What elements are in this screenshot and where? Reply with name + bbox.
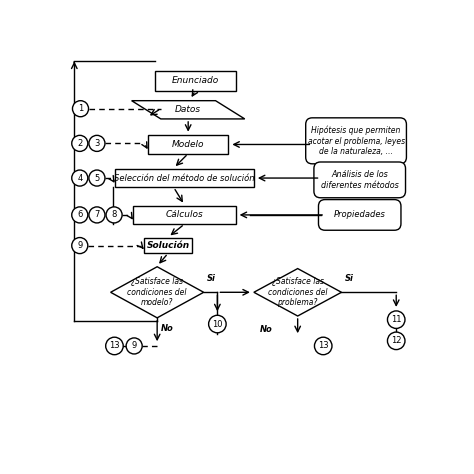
Bar xyxy=(145,238,192,253)
Text: Modelo: Modelo xyxy=(172,140,204,149)
Text: Cálculos: Cálculos xyxy=(165,210,203,219)
FancyBboxPatch shape xyxy=(319,200,401,230)
Text: Solución: Solución xyxy=(146,241,190,250)
Circle shape xyxy=(106,207,122,223)
Text: No: No xyxy=(259,325,272,334)
Text: ¿Satisface las
condiciones del
problema?: ¿Satisface las condiciones del problema? xyxy=(268,277,328,307)
Text: 1: 1 xyxy=(78,104,83,113)
Text: Propiedades: Propiedades xyxy=(334,210,386,219)
Text: 2: 2 xyxy=(77,139,82,148)
Text: 7: 7 xyxy=(94,210,100,219)
Text: Selección del método de solución: Selección del método de solución xyxy=(114,173,255,182)
Text: No: No xyxy=(161,324,173,333)
Text: Si: Si xyxy=(345,274,354,283)
Text: Enunciado: Enunciado xyxy=(172,76,219,85)
Text: 5: 5 xyxy=(94,173,100,182)
FancyBboxPatch shape xyxy=(306,118,406,164)
Bar xyxy=(148,136,228,154)
Text: ¿Satisface las
condiciones del
modelo?: ¿Satisface las condiciones del modelo? xyxy=(128,277,187,307)
Polygon shape xyxy=(110,267,204,318)
Bar xyxy=(155,71,236,91)
Text: 6: 6 xyxy=(77,210,82,219)
Circle shape xyxy=(72,136,88,151)
Text: Hipótesis que permiten
acotar el problema, leyes
de la naturaleza, …: Hipótesis que permiten acotar el problem… xyxy=(308,126,405,156)
FancyBboxPatch shape xyxy=(314,162,406,198)
Circle shape xyxy=(89,207,105,223)
Circle shape xyxy=(72,170,88,186)
Bar xyxy=(133,206,236,224)
Circle shape xyxy=(314,337,332,355)
Circle shape xyxy=(106,337,123,355)
Bar xyxy=(115,169,254,187)
Text: Si: Si xyxy=(207,274,216,283)
Circle shape xyxy=(126,338,142,354)
Circle shape xyxy=(72,237,88,254)
Circle shape xyxy=(89,136,105,151)
Text: 3: 3 xyxy=(94,139,100,148)
Circle shape xyxy=(89,170,105,186)
Text: 9: 9 xyxy=(77,241,82,250)
Text: 13: 13 xyxy=(109,341,120,350)
Text: 11: 11 xyxy=(391,315,401,324)
Text: 4: 4 xyxy=(77,173,82,182)
Text: 8: 8 xyxy=(111,210,117,219)
Circle shape xyxy=(387,311,405,328)
Polygon shape xyxy=(132,100,245,119)
Text: Datos: Datos xyxy=(175,105,201,114)
Text: 12: 12 xyxy=(391,337,401,346)
Circle shape xyxy=(387,332,405,350)
Text: 13: 13 xyxy=(318,341,328,350)
Circle shape xyxy=(72,207,88,223)
Text: Análisis de los
diferentes métodos: Análisis de los diferentes métodos xyxy=(321,170,399,190)
Polygon shape xyxy=(254,269,341,316)
Text: 10: 10 xyxy=(212,319,223,328)
Circle shape xyxy=(73,100,89,117)
Circle shape xyxy=(209,315,226,333)
Text: 9: 9 xyxy=(132,341,137,350)
